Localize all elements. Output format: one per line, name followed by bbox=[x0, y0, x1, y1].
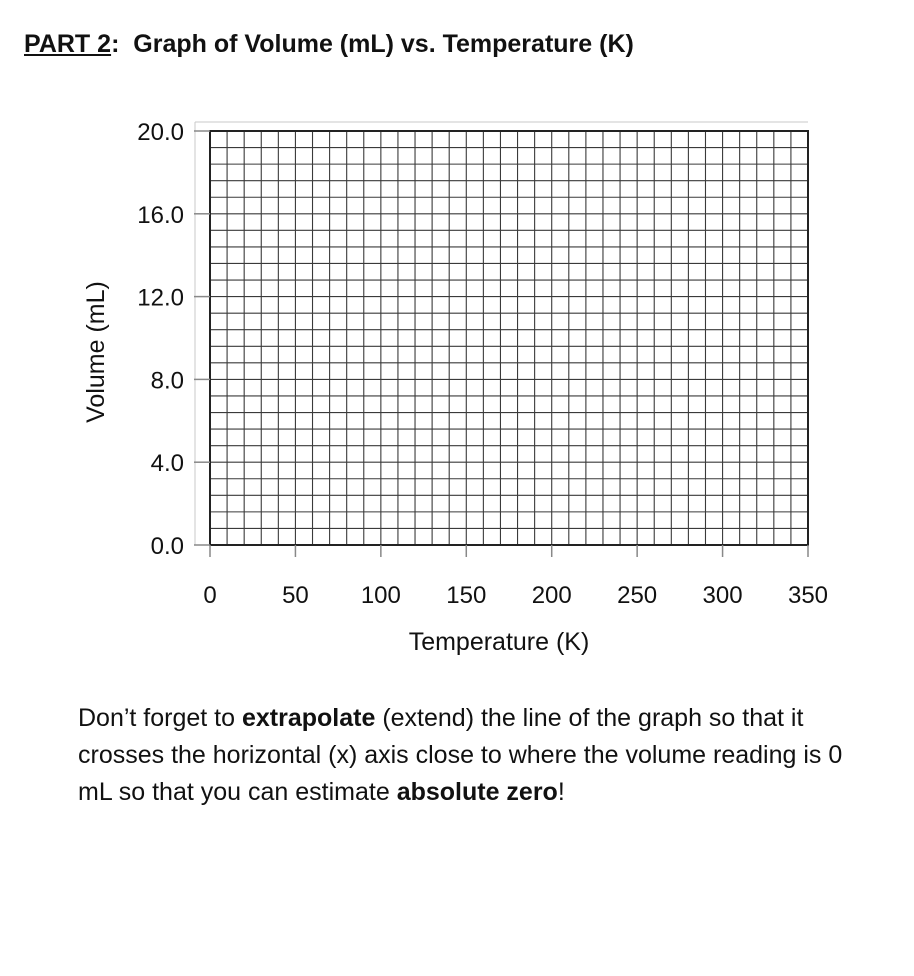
y-axis-title: Volume (mL) bbox=[82, 281, 110, 423]
note-text-3: ! bbox=[557, 778, 565, 806]
y-tick-label: 0.0 bbox=[151, 533, 184, 560]
x-tick-label: 50 bbox=[282, 582, 309, 609]
x-tick-label: 300 bbox=[703, 582, 743, 609]
note-bold-absolute-zero: absolute zero bbox=[396, 778, 558, 806]
page-heading: PART 2: Graph of Volume (mL) vs. Tempera… bbox=[24, 30, 634, 59]
y-tick-label: 12.0 bbox=[137, 285, 184, 312]
x-tick-label: 250 bbox=[617, 582, 657, 609]
heading-colon: : bbox=[111, 30, 120, 58]
x-tick-label: 200 bbox=[532, 582, 572, 609]
chart-title: Graph of Volume (mL) vs. Temperature (K) bbox=[133, 30, 634, 58]
note-text-1: Don’t forget to bbox=[78, 704, 242, 732]
y-tick-label: 16.0 bbox=[137, 202, 184, 229]
y-tick-label: 8.0 bbox=[151, 367, 184, 394]
y-tick-label: 20.0 bbox=[137, 119, 184, 146]
axes bbox=[194, 121, 809, 557]
axis-labels: 0.0 4.0 8.0 12.0 16.0 20.0 0 50 100 150 200 250 300 3… bbox=[82, 119, 828, 656]
x-tick-label: 350 bbox=[788, 582, 828, 609]
graph-paper-chart: 0.0 4.0 8.0 12.0 16.0 20.0 0 50 100 150 200 250 300 3… bbox=[82, 119, 828, 656]
x-tick-label: 100 bbox=[361, 582, 401, 609]
note-text-2: (extend) the line of the graph so that i… bbox=[78, 704, 843, 806]
grid bbox=[209, 130, 809, 546]
note-bold-extrapolate: extrapolate bbox=[241, 704, 376, 732]
x-tick-label: 150 bbox=[446, 582, 486, 609]
x-tick-label: 0 bbox=[203, 582, 216, 609]
heading-part-label: PART 2 bbox=[24, 30, 112, 58]
y-tick-label: 4.0 bbox=[151, 450, 184, 477]
plot-border bbox=[209, 130, 809, 546]
x-axis-title: Temperature (K) bbox=[409, 628, 590, 656]
instruction-note: Don’t forget to extrapolate (extend) the… bbox=[78, 700, 868, 811]
